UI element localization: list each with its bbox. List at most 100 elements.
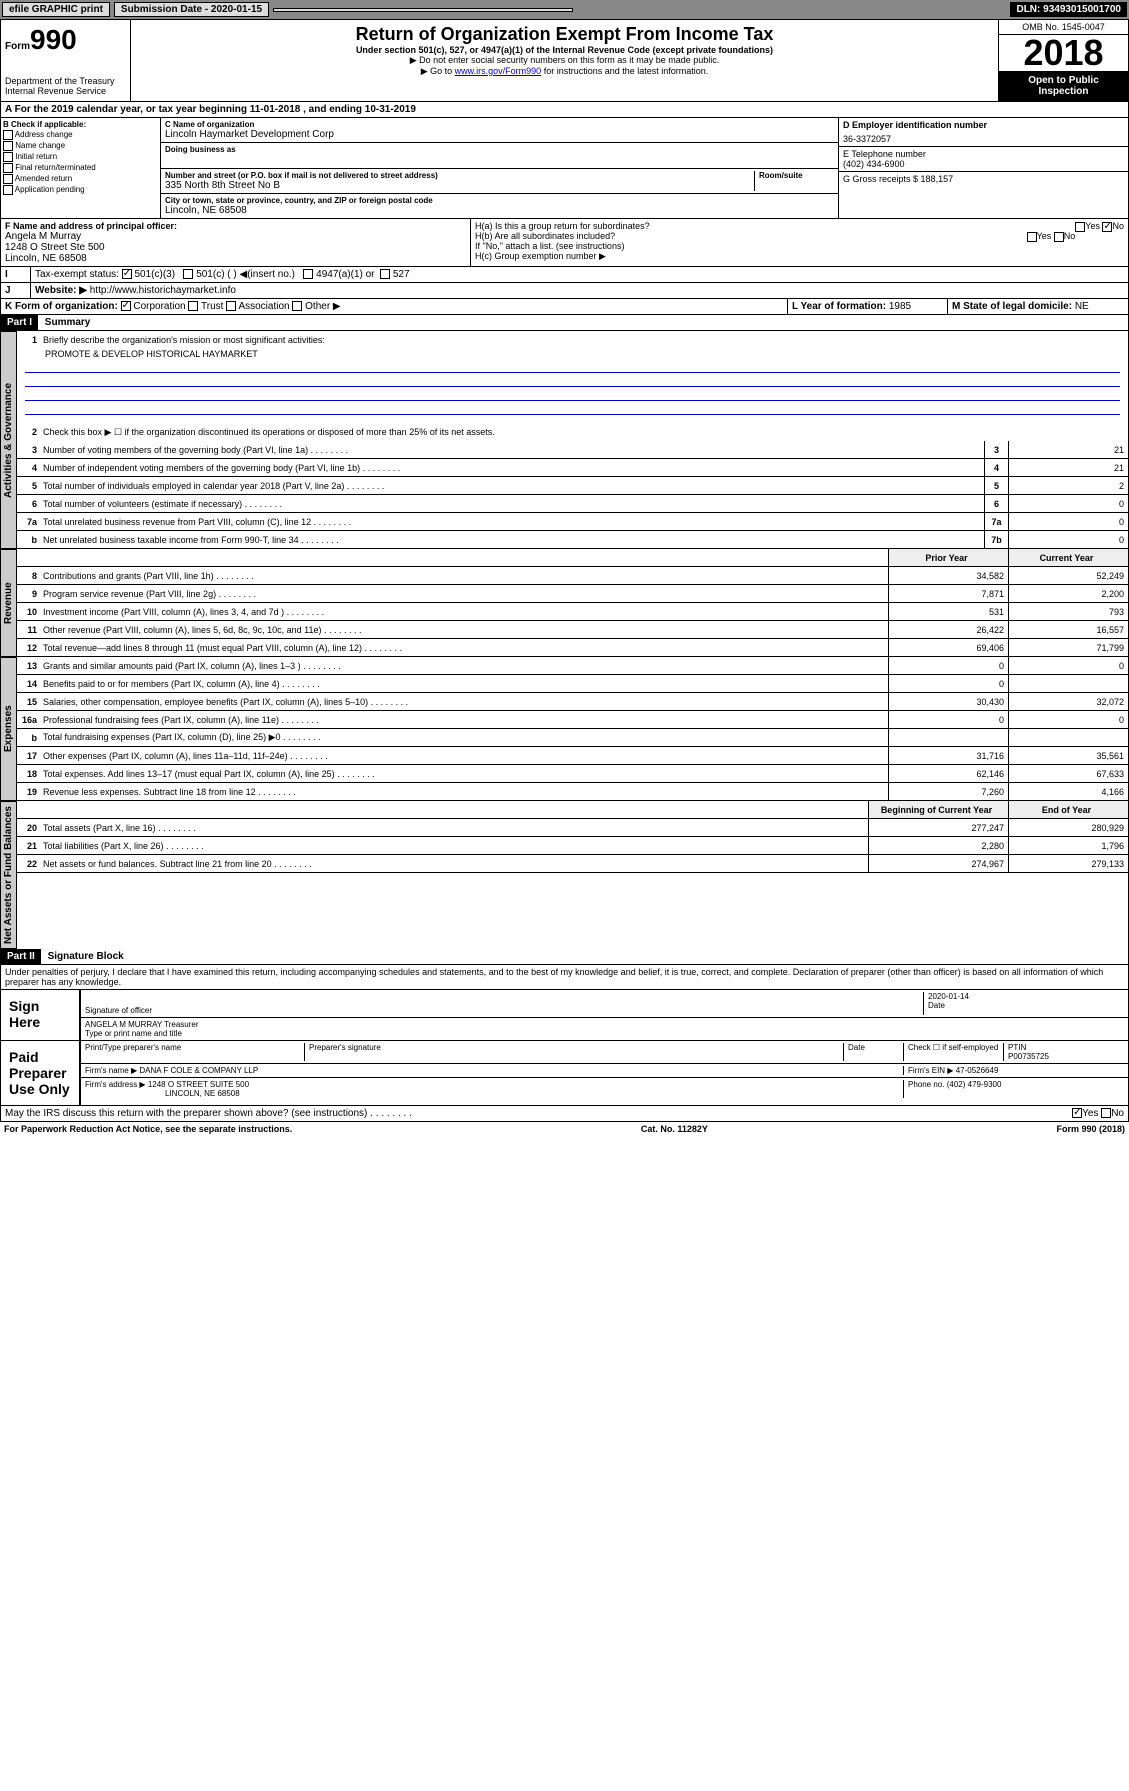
dln-label: DLN: 93493015001700 [1010,2,1127,17]
check-name[interactable]: Name change [3,141,158,151]
box-right: D Employer identification number 36-3372… [838,118,1128,218]
tab-revenue: Revenue [0,549,17,657]
table-row: 10Investment income (Part VIII, column (… [17,603,1128,621]
firm-name: DANA F COLE & COMPANY LLP [139,1066,258,1075]
sig-date: 2020-01-14 [928,992,1124,1001]
note-link: ▶ Go to www.irs.gov/Form990 for instruct… [135,66,994,77]
summary-line: 3Number of voting members of the governi… [17,441,1128,459]
mission-text: PROMOTE & DEVELOP HISTORICAL HAYMARKET [17,349,1128,359]
print-name-label: Print/Type preparer's name [85,1043,305,1061]
discuss-yes[interactable] [1072,1108,1082,1118]
cat-number: Cat. No. 11282Y [641,1124,708,1134]
check-pending[interactable]: Application pending [3,185,158,195]
form-ref: Form 990 (2018) [1056,1124,1125,1134]
net-section: Net Assets or Fund Balances Beginning of… [0,801,1129,949]
sig-officer-label: Signature of officer [85,1006,923,1015]
org-name: Lincoln Haymarket Development Corp [165,129,834,140]
tax-status-label: Tax-exempt status: [35,269,119,280]
tab-expenses: Expenses [0,657,17,801]
form-header: Form990 Department of the Treasury Inter… [0,19,1129,102]
ha-label: H(a) Is this a group return for subordin… [475,221,1124,231]
table-row: 22Net assets or fund balances. Subtract … [17,855,1128,873]
submission-button[interactable]: Submission Date - 2020-01-15 [114,2,269,17]
firm-phone: (402) 479-9300 [947,1080,1002,1089]
summary-line: bNet unrelated business taxable income f… [17,531,1128,549]
top-bar: efile GRAPHIC print Submission Date - 20… [0,0,1129,19]
ptin-value: P00735725 [1008,1052,1124,1061]
box-c: C Name of organization Lincoln Haymarket… [161,118,838,218]
section-klm: K Form of organization: Corporation Trus… [0,299,1129,315]
check-address[interactable]: Address change [3,130,158,140]
table-row: 16aProfessional fundraising fees (Part I… [17,711,1128,729]
org-city: Lincoln, NE 68508 [165,205,834,216]
tab-governance: Activities & Governance [0,331,17,549]
firm-ein: 47-0526649 [956,1066,999,1075]
officer-name: Angela M Murray [5,231,466,242]
addr-label: Number and street (or P.O. box if mail i… [165,171,754,180]
revenue-section: Revenue Prior Year Current Year 8Contrib… [0,549,1129,657]
line2-desc: Check this box ▶ ☐ if the organization d… [41,425,1128,440]
discuss-no[interactable] [1101,1108,1111,1118]
officer-addr2: Lincoln, NE 68508 [5,253,466,264]
form-title: Return of Organization Exempt From Incom… [135,24,994,45]
discuss-row: May the IRS discuss this return with the… [0,1106,1129,1122]
form-subtitle: Under section 501(c), 527, or 4947(a)(1)… [135,45,994,55]
table-row: 18Total expenses. Add lines 13–17 (must … [17,765,1128,783]
summary-line: 4Number of independent voting members of… [17,459,1128,477]
open-inspection: Open to Public Inspection [999,71,1128,101]
table-row: 8Contributions and grants (Part VIII, li… [17,567,1128,585]
tab-net: Net Assets or Fund Balances [0,801,17,949]
table-row: 13Grants and similar amounts paid (Part … [17,657,1128,675]
tax-period: A For the 2019 calendar year, or tax yea… [1,102,420,117]
summary-line: 6Total number of volunteers (estimate if… [17,495,1128,513]
city-label: City or town, state or province, country… [165,196,834,205]
irs-link[interactable]: www.irs.gov/Form990 [455,66,542,76]
hc-label: H(c) Group exemption number ▶ [475,251,1124,262]
table-row: bTotal fundraising expenses (Part IX, co… [17,729,1128,747]
paid-preparer-label: Paid Preparer Use Only [1,1041,81,1105]
prior-year-header: Prior Year [888,549,1008,566]
table-row: 19Revenue less expenses. Subtract line 1… [17,783,1128,801]
period-row: A For the 2019 calendar year, or tax yea… [0,102,1129,118]
room-label: Room/suite [759,171,834,180]
officer-name-title: ANGELA M MURRAY Treasurer [85,1020,1124,1029]
table-row: 21Total liabilities (Part X, line 26)2,2… [17,837,1128,855]
dept-label: Department of the Treasury Internal Reve… [5,76,126,96]
efile-button[interactable]: efile GRAPHIC print [2,2,110,17]
current-year-header: Current Year [1008,549,1128,566]
check-initial[interactable]: Initial return [3,152,158,162]
phone-label: E Telephone number [843,149,1124,159]
table-row: 11Other revenue (Part VIII, column (A), … [17,621,1128,639]
table-row: 15Salaries, other compensation, employee… [17,693,1128,711]
summary-line: 7aTotal unrelated business revenue from … [17,513,1128,531]
note-ssn: ▶ Do not enter social security numbers o… [135,55,994,66]
tax-year: 2018 [999,35,1128,71]
check-501c3[interactable] [122,269,132,279]
table-row: 9Program service revenue (Part VIII, lin… [17,585,1128,603]
table-row: 17Other expenses (Part IX, column (A), l… [17,747,1128,765]
year-formation: 1985 [889,301,911,312]
check-amended[interactable]: Amended return [3,174,158,184]
part1-header: Part I Summary [0,315,1129,331]
ein-label: D Employer identification number [843,120,1124,130]
part1-body: Activities & Governance 1 Briefly descri… [0,331,1129,549]
section-bcdefg: B Check if applicable: Address change Na… [0,118,1129,219]
line1-desc: Briefly describe the organization's miss… [41,333,1128,347]
part2-header: Part II Signature Block [0,949,1129,965]
box-b: B Check if applicable: Address change Na… [1,118,161,218]
gross-label: G Gross receipts $ [843,174,918,184]
org-address: 335 North 8th Street No B [165,180,754,191]
check-final[interactable]: Final return/terminated [3,163,158,173]
hb-label: H(b) Are all subordinates included? Yes … [475,231,1124,241]
ein-value: 36-3372057 [843,134,1124,144]
section-fh: F Name and address of principal officer:… [0,219,1129,267]
form-org-label: K Form of organization: [5,301,118,312]
website-value: http://www.historichaymarket.info [90,285,236,296]
ptin-label: PTIN [1008,1043,1124,1052]
officer-label: F Name and address of principal officer: [5,221,466,231]
table-row: 20Total assets (Part X, line 16)277,2472… [17,819,1128,837]
section-j: J Website: ▶ http://www.historichaymarke… [0,283,1129,299]
firm-addr: 1248 O STREET SUITE 500 [148,1080,249,1089]
page-footer: For Paperwork Reduction Act Notice, see … [0,1122,1129,1136]
state-domicile: NE [1075,301,1089,312]
